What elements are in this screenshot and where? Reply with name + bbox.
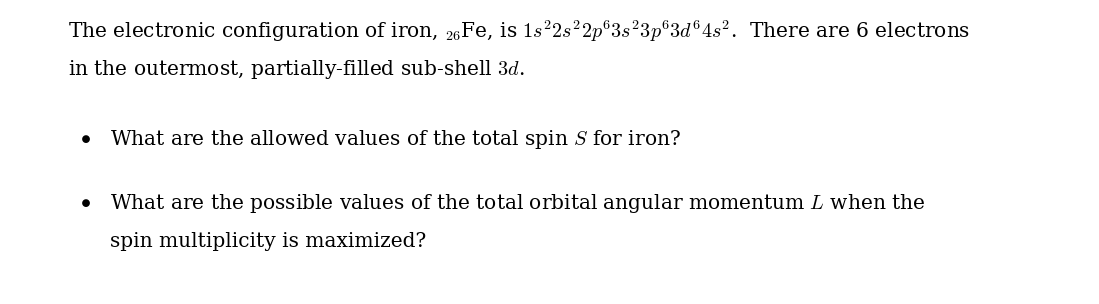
Text: in the outermost, partially-filled sub-shell $3d$.: in the outermost, partially-filled sub-s… <box>68 58 524 81</box>
Text: What are the possible values of the total orbital angular momentum $L$ when the: What are the possible values of the tota… <box>110 192 925 215</box>
Text: spin multiplicity is maximized?: spin multiplicity is maximized? <box>110 232 426 251</box>
Text: The electronic configuration of iron, ${}_{26}$Fe, is $1s^22s^22p^63s^23p^63d^64: The electronic configuration of iron, ${… <box>68 18 970 43</box>
Text: What are the allowed values of the total spin $S$ for iron?: What are the allowed values of the total… <box>110 128 681 151</box>
Text: $\bullet$: $\bullet$ <box>80 128 91 147</box>
Text: $\bullet$: $\bullet$ <box>80 192 91 211</box>
